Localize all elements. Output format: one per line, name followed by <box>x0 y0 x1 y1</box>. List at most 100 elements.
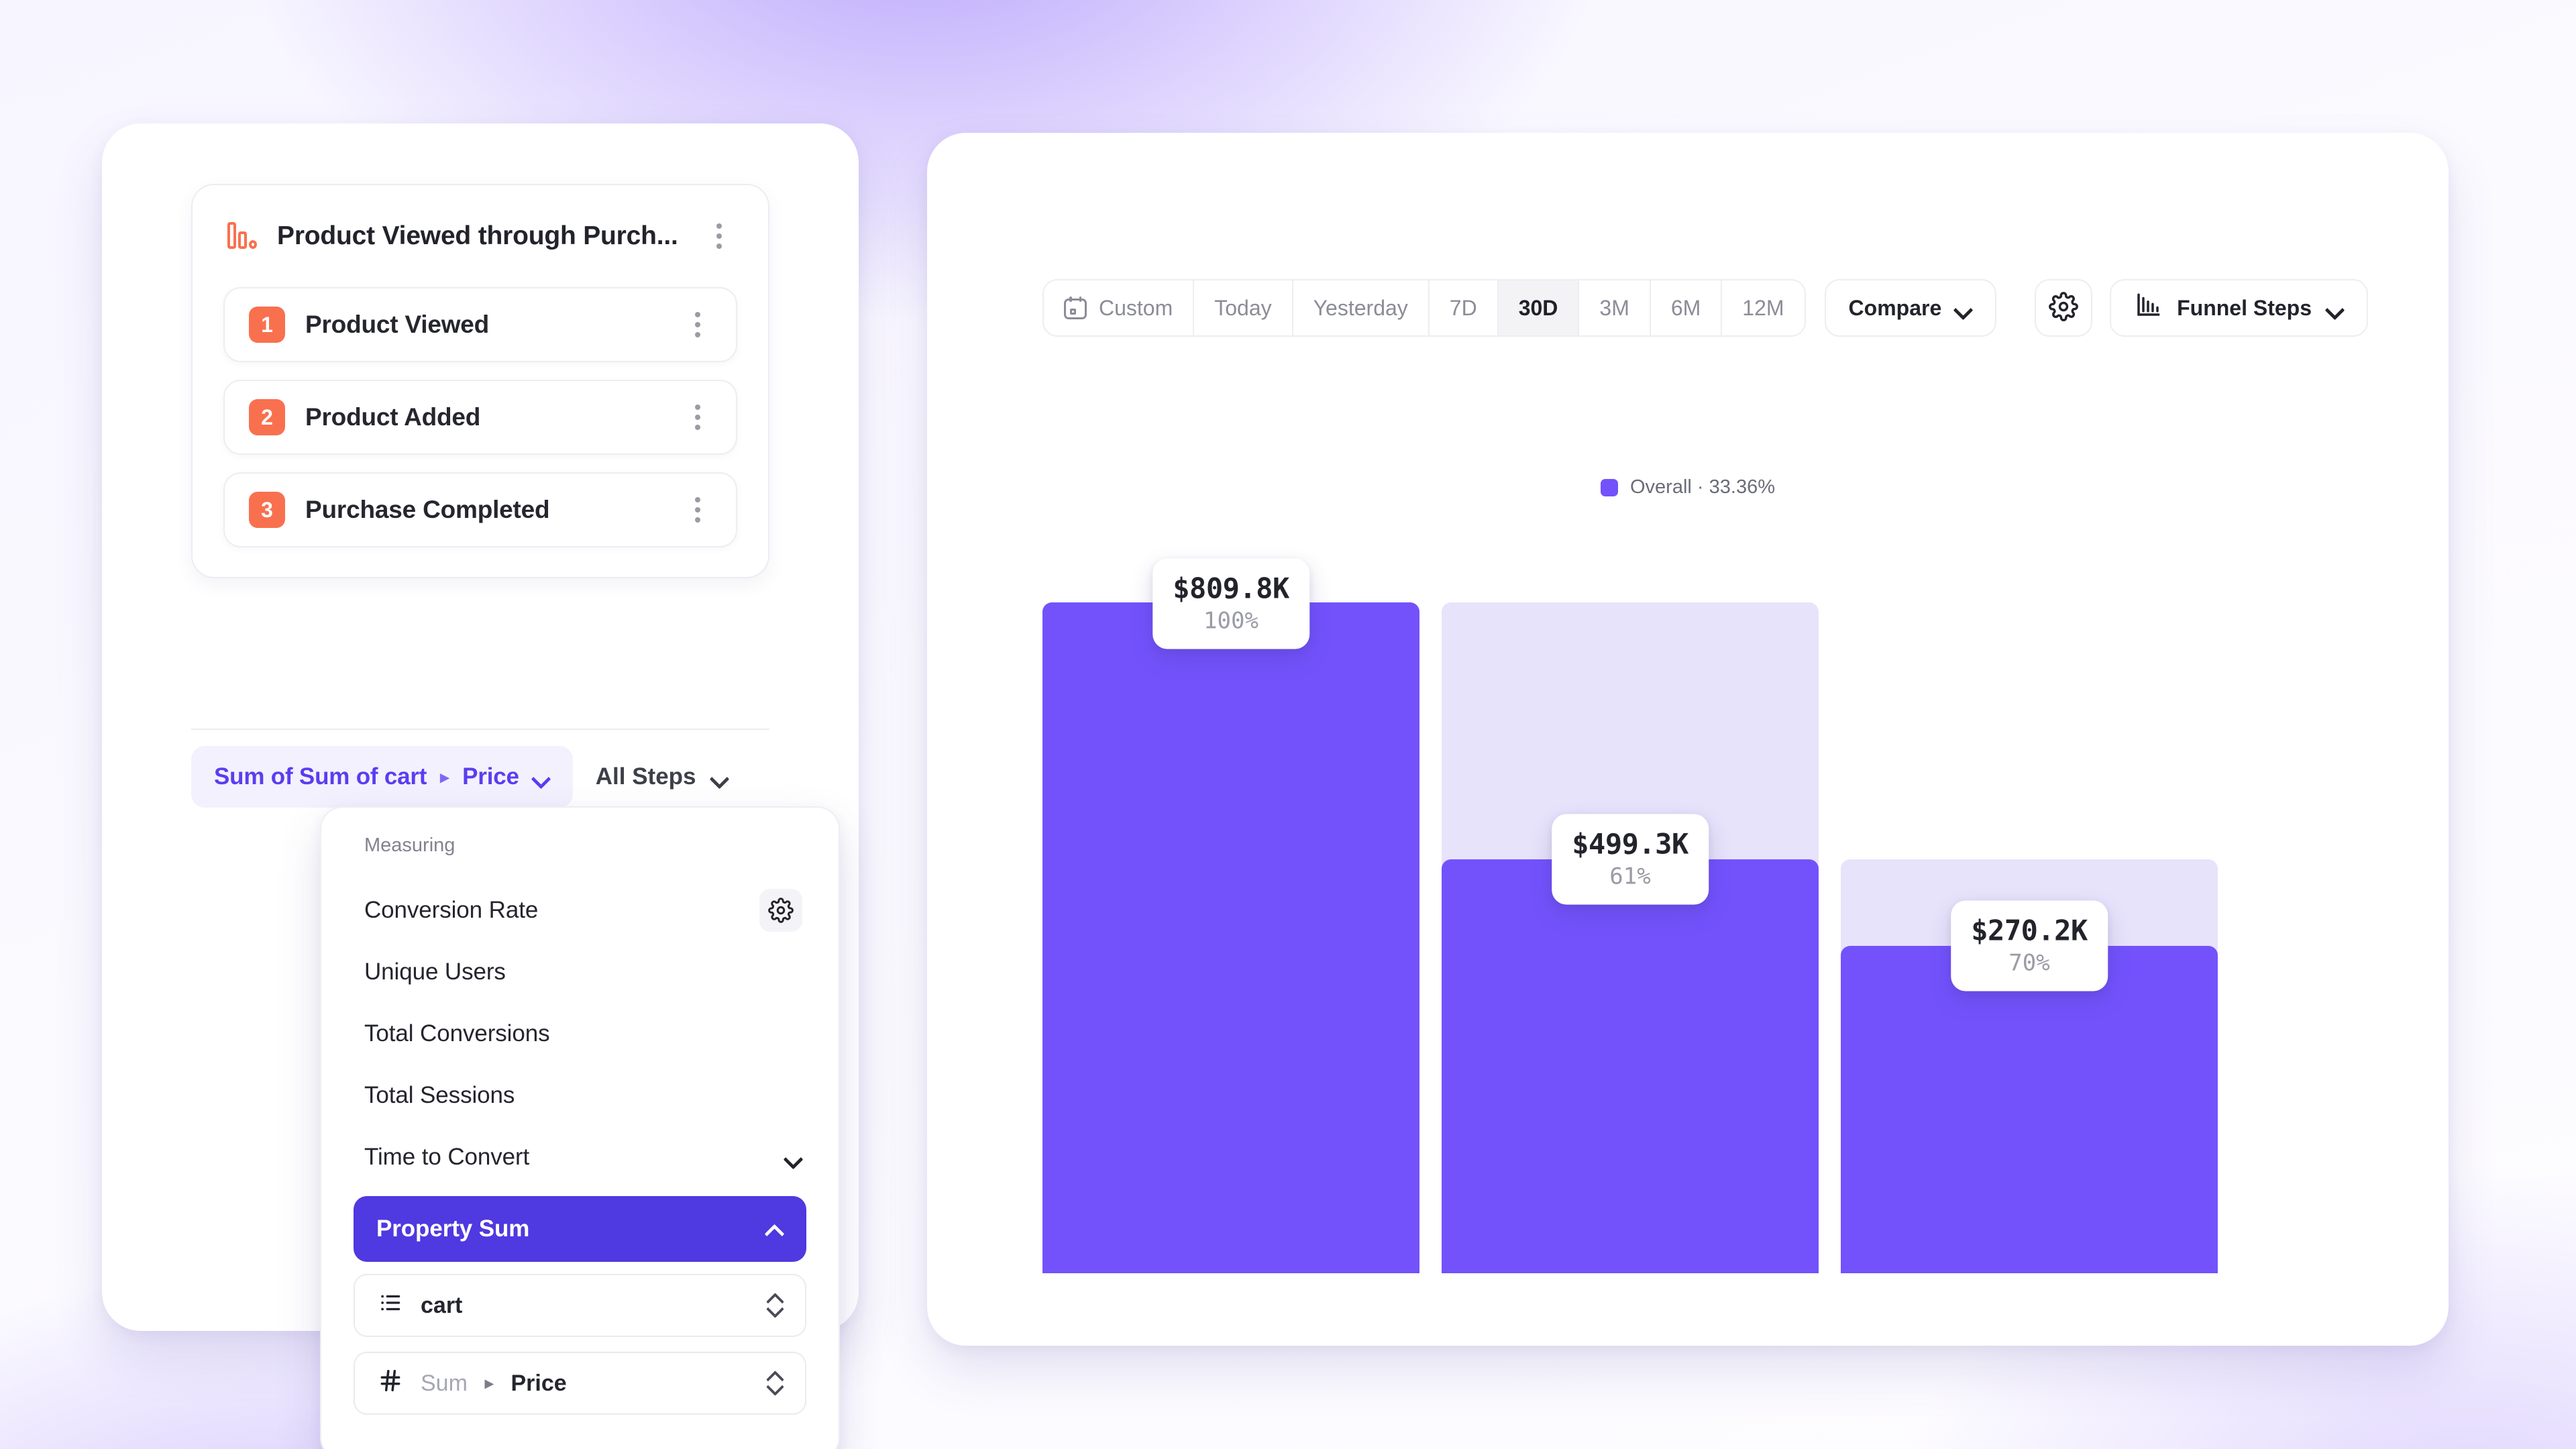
menu-item-time-to-convert[interactable]: Time to Convert <box>321 1126 839 1188</box>
date-range-label: 7D <box>1449 295 1477 320</box>
chevron-up-icon <box>766 1224 784 1234</box>
hash-icon <box>378 1368 403 1399</box>
up-down-stepper-icon[interactable] <box>766 1368 785 1399</box>
property-metric-separator-icon: ▸ <box>484 1374 494 1393</box>
funnel-step-3[interactable]: 3 Purchase Completed <box>223 472 737 547</box>
date-range-7d[interactable]: 7D <box>1430 280 1499 335</box>
funnel-step-1[interactable]: 1 Product Viewed <box>223 287 737 362</box>
chevron-down-icon <box>785 1152 802 1163</box>
menu-item-label: Time to Convert <box>364 1144 530 1170</box>
panel-divider <box>191 729 769 730</box>
toolbar-right-group: Funnel Steps <box>2035 279 2368 337</box>
date-range-label: 30D <box>1518 295 1558 320</box>
date-range-yesterday[interactable]: Yesterday <box>1293 280 1430 335</box>
measure-suffix: Price <box>462 763 519 790</box>
chart-column-3[interactable]: $270.2K 70% <box>1841 602 2218 1273</box>
funnel-title: Product Viewed through Purch... <box>277 221 678 250</box>
chart-column-1[interactable]: $809.8K 100% <box>1042 558 1419 1273</box>
funnel-header: Product Viewed through Purch... <box>193 185 768 287</box>
gear-icon[interactable] <box>759 889 802 932</box>
chevron-down-icon <box>1955 303 1972 313</box>
bar-value-label: $499.3K <box>1572 827 1688 861</box>
step-number-badge: 3 <box>249 492 285 528</box>
menu-item-unique-users[interactable]: Unique Users <box>321 941 839 1003</box>
step-number-badge: 2 <box>249 399 285 435</box>
chart-legend: Overall · 33.36% <box>927 476 2449 498</box>
step-label: Product Viewed <box>305 311 490 338</box>
funnel-steps-list: 1 Product Viewed 2 Product Added 3 Purch… <box>193 287 768 577</box>
bar-percent-label: 100% <box>1203 607 1258 635</box>
menu-item-label: Property Sum <box>376 1216 530 1242</box>
date-range-3m[interactable]: 3M <box>1579 280 1651 335</box>
date-range-12m[interactable]: 12M <box>1722 280 1804 335</box>
menu-item-label: Unique Users <box>364 959 506 985</box>
date-range-custom[interactable]: Custom <box>1044 280 1195 335</box>
bar-fill[interactable] <box>1042 602 1419 1273</box>
date-range-30d[interactable]: 30D <box>1498 280 1580 335</box>
chart-toolbar: Custom Today Yesterday 7D 30D 3M <box>1042 279 2368 337</box>
date-range-segmented-control: Custom Today Yesterday 7D 30D 3M <box>1042 279 1806 337</box>
menu-item-label: Total Conversions <box>364 1020 550 1046</box>
bar-fill[interactable] <box>1841 946 2218 1273</box>
compare-button[interactable]: Compare <box>1824 279 1997 337</box>
date-range-6m[interactable]: 6M <box>1651 280 1723 335</box>
legend-swatch <box>1601 478 1618 496</box>
date-range-label: Yesterday <box>1313 295 1408 320</box>
date-range-label: Custom <box>1099 295 1173 320</box>
chevron-down-icon <box>533 772 550 782</box>
measuring-dropdown-menu: Measuring Conversion Rate Unique Users T… <box>320 806 840 1449</box>
measure-prefix: Sum of Sum of cart <box>214 763 427 790</box>
view-selector-button[interactable]: Funnel Steps <box>2110 279 2368 337</box>
step-label: Product Added <box>305 403 481 431</box>
property-metric-field[interactable]: Sum ▸ Price <box>354 1352 806 1415</box>
bar-value-label: $270.2K <box>1971 914 2088 947</box>
chevron-down-icon <box>711 772 729 782</box>
property-object-value: cart <box>421 1292 463 1318</box>
date-range-label: 3M <box>1599 295 1629 320</box>
date-range-label: 12M <box>1742 295 1784 320</box>
bar-value-tooltip-2: $499.3K 61% <box>1552 814 1709 905</box>
date-range-today[interactable]: Today <box>1194 280 1293 335</box>
step-kebab-menu-icon[interactable] <box>680 492 716 528</box>
bar-percent-label: 61% <box>1609 863 1651 890</box>
bar-value-tooltip-3: $270.2K 70% <box>1951 900 2108 991</box>
menu-item-property-sum[interactable]: Property Sum <box>354 1196 806 1262</box>
funnel-config-card: Product Viewed through Purch... 1 Produc… <box>102 123 859 1449</box>
chart-column-2[interactable]: $499.3K 61% <box>1442 602 1819 1273</box>
funnel-step-2[interactable]: 2 Product Added <box>223 380 737 455</box>
funnel-definition-panel: Product Viewed through Purch... 1 Produc… <box>191 184 769 578</box>
all-steps-label: All Steps <box>595 763 696 790</box>
property-object-field[interactable]: cart <box>354 1274 806 1337</box>
gear-icon <box>2049 291 2078 325</box>
up-down-stepper-icon[interactable] <box>766 1290 785 1321</box>
dropdown-section-label: Measuring <box>364 835 455 856</box>
menu-item-label: Conversion Rate <box>364 897 539 923</box>
view-selector-label: Funnel Steps <box>2177 295 2312 320</box>
bar-chart-icon <box>2134 291 2162 325</box>
measure-separator-icon: ▸ <box>440 766 449 787</box>
bar-percent-label: 70% <box>2008 949 2050 977</box>
menu-item-total-conversions[interactable]: Total Conversions <box>321 1003 839 1065</box>
step-kebab-menu-icon[interactable] <box>680 399 716 435</box>
date-range-label: 6M <box>1670 295 1701 320</box>
property-metric-prefix: Sum <box>421 1370 468 1396</box>
bar-value-label: $809.8K <box>1173 572 1289 605</box>
chevron-down-icon <box>2326 303 2344 313</box>
measure-selector-pill[interactable]: Sum of Sum of cart ▸ Price <box>191 746 573 808</box>
chart-settings-button[interactable] <box>2035 279 2093 337</box>
calendar-icon <box>1064 297 1087 319</box>
bar-value-tooltip-1: $809.8K 100% <box>1152 558 1309 649</box>
legend-label: Overall · 33.36% <box>1630 476 1775 498</box>
bar-fill[interactable] <box>1442 859 1819 1273</box>
funnel-header-kebab-menu-icon[interactable] <box>701 218 737 254</box>
list-icon <box>378 1290 403 1322</box>
step-kebab-menu-icon[interactable] <box>680 307 716 343</box>
all-steps-selector[interactable]: All Steps <box>573 746 751 808</box>
menu-item-conversion-rate[interactable]: Conversion Rate <box>321 879 839 941</box>
property-metric-value: Price <box>511 1370 567 1396</box>
menu-item-total-sessions[interactable]: Total Sessions <box>321 1065 839 1126</box>
step-number-badge: 1 <box>249 307 285 343</box>
funnel-bar-chart: $809.8K 100% $499.3K 61% $270.2K 7 <box>1042 558 2333 1273</box>
date-range-label: Today <box>1214 295 1272 320</box>
